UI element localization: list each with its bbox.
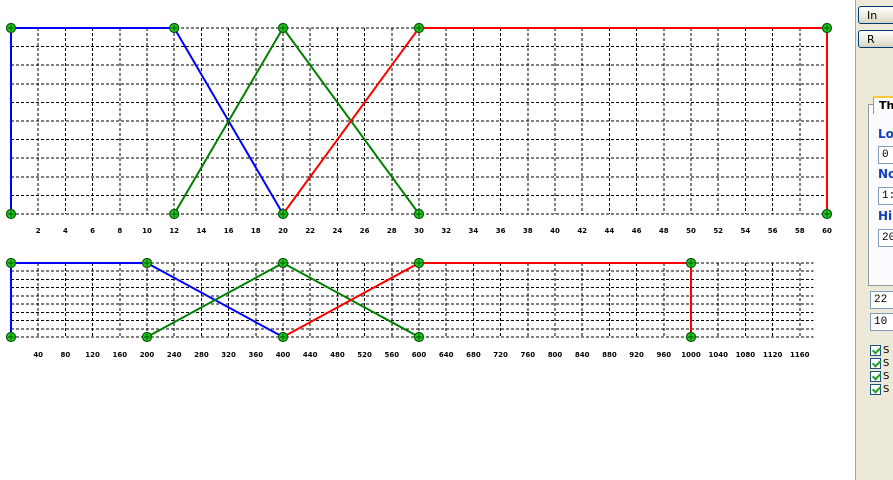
x-tick-label: 30 [414,227,424,235]
field-1-input[interactable]: 22 [870,291,893,309]
x-tick-label: 34 [469,227,479,235]
x-tick-label: 880 [602,351,617,359]
normal-input[interactable]: 1: [878,187,893,205]
x-tick-label: 840 [575,351,590,359]
x-tick-label: 28 [387,227,397,235]
x-tick-label: 280 [194,351,209,359]
in-button[interactable]: In [858,6,893,24]
x-tick-label: 50 [686,227,696,235]
control-panel: In R Th Lo 0 No 1: Hi 20 22 10 S S S S [855,0,893,480]
x-tick-label: 80 [61,351,71,359]
x-tick-label: 44 [605,227,615,235]
x-tick-label: 600 [412,351,427,359]
x-tick-label: 1080 [736,351,756,359]
high-label: Hi [878,209,893,223]
low-input[interactable]: 0 [878,146,893,164]
x-tick-label: 920 [629,351,644,359]
x-tick-label: 10 [142,227,152,235]
x-tick-label: 42 [577,227,587,235]
x-tick-label: 200 [140,351,155,359]
x-tick-label: 1000 [681,351,701,359]
x-tick-label: 1160 [790,351,810,359]
series-line-high [282,262,692,338]
high-input[interactable]: 20 [878,229,893,247]
x-tick-label: 40 [33,351,43,359]
x-tick-label: 58 [795,227,805,235]
x-tick-label: 960 [656,351,671,359]
x-tick-label: 560 [384,351,399,359]
x-tick-label: 800 [548,351,563,359]
x-tick-label: 40 [550,227,560,235]
field-2-input[interactable]: 10 [870,313,893,331]
x-tick-label: 640 [439,351,454,359]
chart-area: 2 4 6 8 10 12 14 16 18 20 22 24 26 28 30 32 34 36 38 40 42 44… [5,22,833,359]
x-tick-label: 20 [278,227,288,235]
x-tick-label: 400 [276,351,291,359]
x-tick-label: 4 [63,227,68,235]
x-tick-label: 26 [360,227,370,235]
checkbox-2[interactable]: S [870,358,893,371]
membership-charts: 2 4 6 8 10 12 14 16 18 20 22 24 26 28 30 32 34 36 38 40 42 44… [5,22,833,359]
x-tick-label: 720 [493,351,508,359]
checkbox-3[interactable]: S [870,371,893,384]
x-tick-label: 680 [466,351,481,359]
x-tick-label: 12 [169,227,179,235]
x-tick-label: 14 [197,227,207,235]
x-tick-label: 480 [330,351,345,359]
x-tick-label: 22 [305,227,315,235]
checkbox-1[interactable]: S [870,345,893,358]
x-tick-label: 6 [90,227,95,235]
x-tick-label: 120 [85,351,100,359]
x-tick-label: 160 [112,351,127,359]
x-tick-label: 760 [520,351,535,359]
x-tick-label: 1040 [708,351,728,359]
x-tick-label: 16 [224,227,234,235]
low-label: Lo [878,127,893,141]
x-tick-label: 54 [741,227,751,235]
series-line-high [282,27,828,215]
normal-label: No [878,167,893,181]
r-button[interactable]: R [858,30,893,48]
x-tick-label: 2 [36,227,41,235]
x-tick-label: 440 [303,351,318,359]
x-tick-label: 320 [221,351,236,359]
x-tick-label: 38 [523,227,533,235]
x-tick-label: 240 [167,351,182,359]
x-tick-label: 46 [632,227,642,235]
x-tick-label: 18 [251,227,261,235]
x-tick-label: 360 [248,351,263,359]
x-tick-label: 8 [117,227,122,235]
x-tick-label: 48 [659,227,669,235]
checkbox-4[interactable]: S [870,384,893,397]
x-tick-label: 1120 [763,351,783,359]
x-tick-label: 52 [713,227,723,235]
x-tick-label: 56 [768,227,778,235]
x-tick-label: 24 [333,227,343,235]
x-tick-label: 60 [822,227,832,235]
x-tick-label: 36 [496,227,506,235]
x-tick-label: 520 [357,351,372,359]
x-tick-label: 32 [441,227,451,235]
tab-threshold[interactable]: Th [873,96,893,114]
